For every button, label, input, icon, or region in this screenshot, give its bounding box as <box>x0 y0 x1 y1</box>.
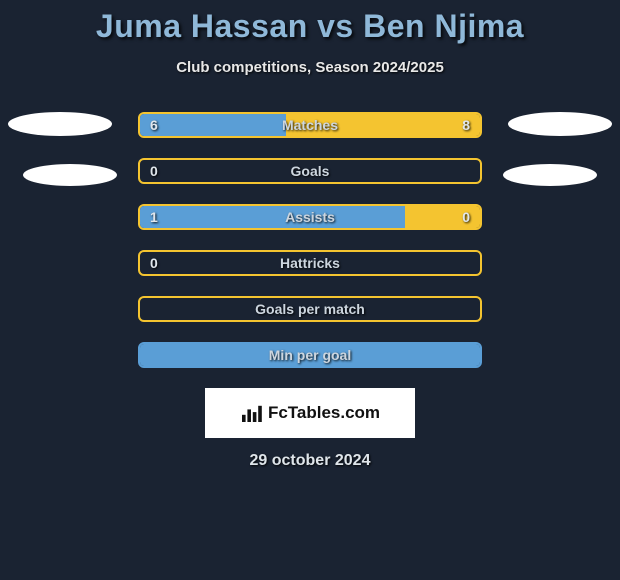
brand-text: FcTables.com <box>268 403 380 423</box>
bar-seg-left <box>140 114 286 136</box>
bar-label: Min per goal <box>269 347 351 363</box>
bar-label: Goals <box>291 163 330 179</box>
player-right-ellipse-2 <box>503 164 597 186</box>
date-text: 29 october 2024 <box>0 452 620 470</box>
stat-bar: Goals per match <box>138 296 482 322</box>
subtitle: Club competitions, Season 2024/2025 <box>0 59 620 76</box>
stat-bar: Goals 0 <box>138 158 482 184</box>
bar-label: Hattricks <box>280 255 340 271</box>
stat-bar: Assists 1 0 <box>138 204 482 230</box>
stat-bars: Matches68Goals0Assists10Hattricks0Goals … <box>138 112 482 368</box>
bar-value-left: 0 <box>150 255 158 271</box>
stat-bar: Hattricks 0 <box>138 250 482 276</box>
stat-bar: Min per goal <box>138 342 482 368</box>
bar-value-right: 0 <box>462 209 470 225</box>
player-right-ellipse-1 <box>508 112 612 136</box>
bar-label: Assists <box>285 209 335 225</box>
stat-bar: Matches 6 8 <box>138 112 482 138</box>
player-left-ellipse-1 <box>8 112 112 136</box>
player-left-ellipse-2 <box>23 164 117 186</box>
bar-label: Matches <box>282 117 338 133</box>
brand-box: FcTables.com <box>205 388 415 438</box>
bar-value-left: 6 <box>150 117 158 133</box>
comparison-chart: Matches68Goals0Assists10Hattricks0Goals … <box>0 112 620 368</box>
bar-value-left: 1 <box>150 209 158 225</box>
bar-value-right: 8 <box>462 117 470 133</box>
page-title: Juma Hassan vs Ben Njima <box>0 0 620 45</box>
bar-seg-left <box>140 206 405 228</box>
brand-bars-icon <box>240 404 262 422</box>
bar-value-left: 0 <box>150 163 158 179</box>
bar-label: Goals per match <box>255 301 365 317</box>
